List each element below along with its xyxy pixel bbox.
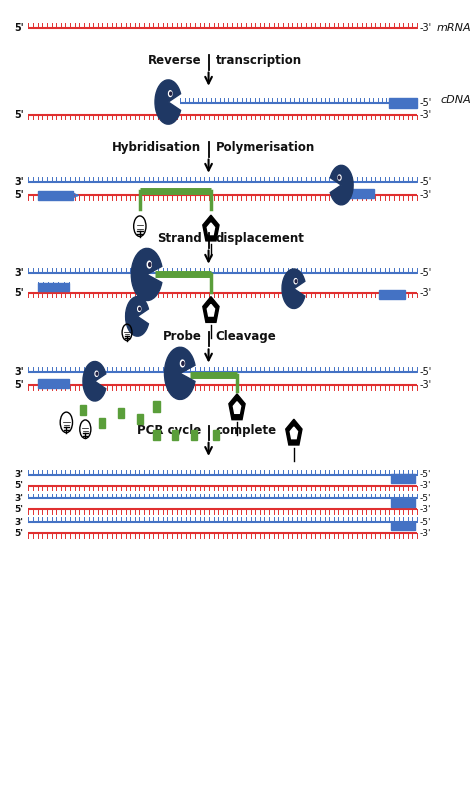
Polygon shape [233,402,241,414]
Text: -5': -5' [419,98,432,108]
Bar [391,498,415,507]
Polygon shape [203,215,219,241]
Bar [379,290,405,298]
Circle shape [182,361,184,365]
Text: complete: complete [216,424,277,437]
Text: -5': -5' [419,470,431,479]
Circle shape [338,176,340,179]
Polygon shape [207,305,215,316]
Bar [391,474,415,483]
Text: 5': 5' [15,528,24,538]
Text: 3': 3' [14,177,24,187]
Text: -5': -5' [419,494,431,503]
Bar [38,191,73,199]
Circle shape [295,280,297,282]
Circle shape [95,371,98,377]
Bar [391,522,415,530]
Circle shape [181,360,184,367]
Bar [348,189,374,198]
Bar [80,404,86,414]
Wedge shape [282,269,305,308]
Wedge shape [83,361,106,401]
Circle shape [147,261,151,268]
Polygon shape [290,427,298,439]
Text: -3': -3' [419,528,431,538]
Text: 3': 3' [14,268,24,278]
Wedge shape [131,248,162,301]
Text: Cleavage: Cleavage [216,331,276,343]
Text: transcription: transcription [216,54,302,66]
Bar [99,418,105,429]
Bar [38,379,69,388]
Text: -3': -3' [419,191,432,200]
Text: mRNA: mRNA [437,23,472,32]
Circle shape [294,278,297,284]
Text: -3': -3' [419,23,432,32]
Wedge shape [155,80,181,124]
Text: -3': -3' [419,288,432,297]
Circle shape [169,91,172,97]
Wedge shape [330,165,353,205]
Wedge shape [126,297,148,336]
Text: 3': 3' [15,470,24,479]
Circle shape [149,263,151,267]
Text: cDNA: cDNA [441,96,472,105]
Bar [137,414,143,424]
Circle shape [137,306,141,312]
Text: 5': 5' [15,505,24,514]
Text: -5': -5' [419,367,432,377]
Text: 5': 5' [14,380,24,390]
Bar [389,97,417,108]
Bar [173,430,178,440]
Bar [153,430,159,440]
Text: Probe: Probe [163,331,201,343]
Text: 5': 5' [14,23,24,32]
Circle shape [139,308,140,310]
Circle shape [170,92,172,95]
Text: -3': -3' [419,481,431,490]
Text: -5': -5' [419,177,432,187]
Bar [153,401,159,411]
Text: PCR cycle: PCR cycle [137,424,201,437]
Bar [212,430,219,440]
Text: Polymerisation: Polymerisation [216,141,315,153]
Circle shape [338,175,341,180]
Polygon shape [203,297,219,323]
Bar [191,430,197,440]
Text: -3': -3' [419,110,432,119]
Bar [118,408,124,418]
Polygon shape [286,419,302,445]
Circle shape [96,373,98,375]
Text: -3': -3' [419,505,431,514]
Text: -3': -3' [419,380,432,390]
Text: 3': 3' [15,517,24,527]
Text: 5': 5' [15,481,24,490]
Text: 3': 3' [14,367,24,377]
Text: 3': 3' [15,494,24,503]
Bar [38,282,69,291]
Text: 5': 5' [14,110,24,119]
Text: 5': 5' [14,191,24,200]
Text: 5': 5' [14,288,24,297]
Text: Reverse: Reverse [148,54,201,66]
Text: Hybridisation: Hybridisation [112,141,201,153]
Text: Strand: Strand [157,232,201,244]
Text: -5': -5' [419,517,431,527]
Text: -5': -5' [419,268,432,278]
Polygon shape [229,394,245,420]
Polygon shape [207,223,215,235]
Wedge shape [164,347,195,399]
Text: displacement: displacement [216,232,304,244]
